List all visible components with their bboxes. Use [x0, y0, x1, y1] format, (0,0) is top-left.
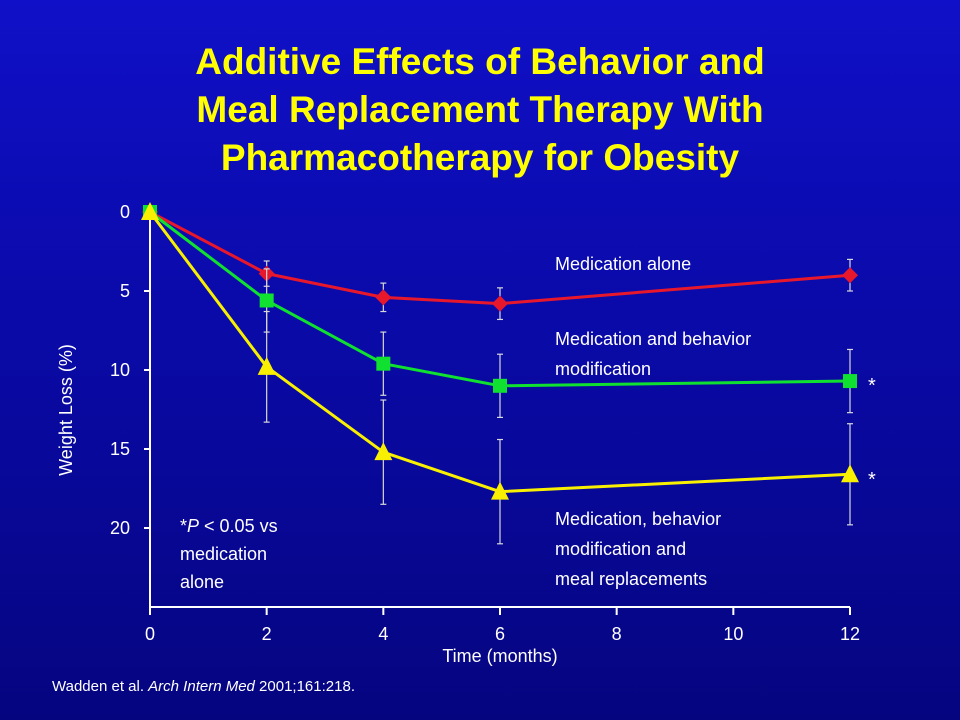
footnote-prefix: * [180, 516, 187, 536]
data-point-medication_behavior_meal-3 [491, 481, 509, 500]
label-medication-behavior: Medication and behavior modification [555, 329, 756, 379]
series-medication_behavior_meal [141, 202, 859, 545]
x-axis-title: Time (months) [442, 646, 557, 666]
citation-journal: Arch Intern Med [148, 678, 255, 695]
footnote-p-symbol: P [187, 516, 199, 536]
label-medication-alone: Medication alone [555, 254, 691, 274]
citation: Wadden et al. Arch Intern Med 2001;161:2… [52, 678, 355, 695]
label-medication-behavior-meal-line-1: Medication, behavior [555, 509, 721, 529]
x-tick-label-4: 4 [378, 624, 388, 644]
slide-title-line-2: Meal Replacement Therapy With [196, 89, 764, 130]
data-point-medication_behavior-4 [843, 374, 857, 389]
y-tick-label-5: 5 [120, 281, 130, 301]
citation-ref: 2001;161:218. [254, 678, 355, 695]
data-point-medication_behavior-2 [376, 356, 391, 371]
x-tick-label-0: 0 [145, 624, 155, 644]
footnote-condition: < 0.05 vs [199, 516, 278, 536]
y-axis-title: Weight Loss (%) [56, 344, 76, 476]
x-tick-label-2: 2 [262, 624, 272, 644]
citation-authors: Wadden et al. [52, 678, 149, 695]
y-tick-label-10: 10 [110, 360, 130, 380]
chart-series [141, 202, 859, 545]
slide-title-line-3: Pharmacotherapy for Obesity [220, 137, 740, 178]
series-medication_alone [142, 204, 858, 321]
significance-asterisk-behavior: * [868, 375, 876, 397]
data-point-medication_behavior_meal-4 [841, 464, 859, 483]
y-tick-label-0: 0 [120, 202, 130, 222]
significance-footnote: *P < 0.05 vs medication alone [180, 516, 283, 592]
y-tick-label-15: 15 [110, 439, 130, 459]
label-medication-behavior-meal: Medication, behavior modification and me… [555, 509, 726, 589]
label-medication-alone-line-1: Medication alone [555, 254, 691, 274]
data-point-medication_behavior-3 [493, 378, 507, 393]
label-medication-behavior-meal-line-2: modification and [555, 539, 686, 559]
x-tick-label-12: 12 [840, 624, 860, 644]
data-point-medication_behavior_meal-0 [141, 202, 159, 220]
data-point-medication_alone-2 [375, 289, 392, 306]
data-point-medication_behavior_meal-2 [374, 442, 393, 461]
footnote-line-2: medication [180, 544, 267, 564]
label-medication-behavior-meal-line-3: meal replacements [555, 569, 707, 589]
significance-asterisk-meal: * [868, 469, 876, 491]
footnote-line-3: alone [180, 572, 224, 592]
chart-axes: 0 2 4 6 8 10 12 0 5 10 15 20 [110, 202, 860, 644]
label-medication-behavior-line-1: Medication and behavior [555, 329, 751, 349]
x-tick-label-8: 8 [612, 624, 622, 644]
data-point-medication_alone-4 [842, 267, 858, 284]
y-tick-label-20: 20 [110, 518, 130, 538]
data-point-medication_alone-3 [492, 295, 508, 312]
label-medication-behavior-line-2: modification [555, 359, 651, 379]
x-tick-label-6: 6 [495, 624, 505, 644]
slide-title: Additive Effects of Behavior and Meal Re… [0, 38, 960, 182]
slide-title-line-1: Additive Effects of Behavior and [195, 41, 765, 82]
data-point-medication_behavior-1 [259, 293, 274, 308]
data-point-medication_behavior_meal-1 [257, 356, 276, 375]
x-tick-label-10: 10 [723, 624, 743, 644]
